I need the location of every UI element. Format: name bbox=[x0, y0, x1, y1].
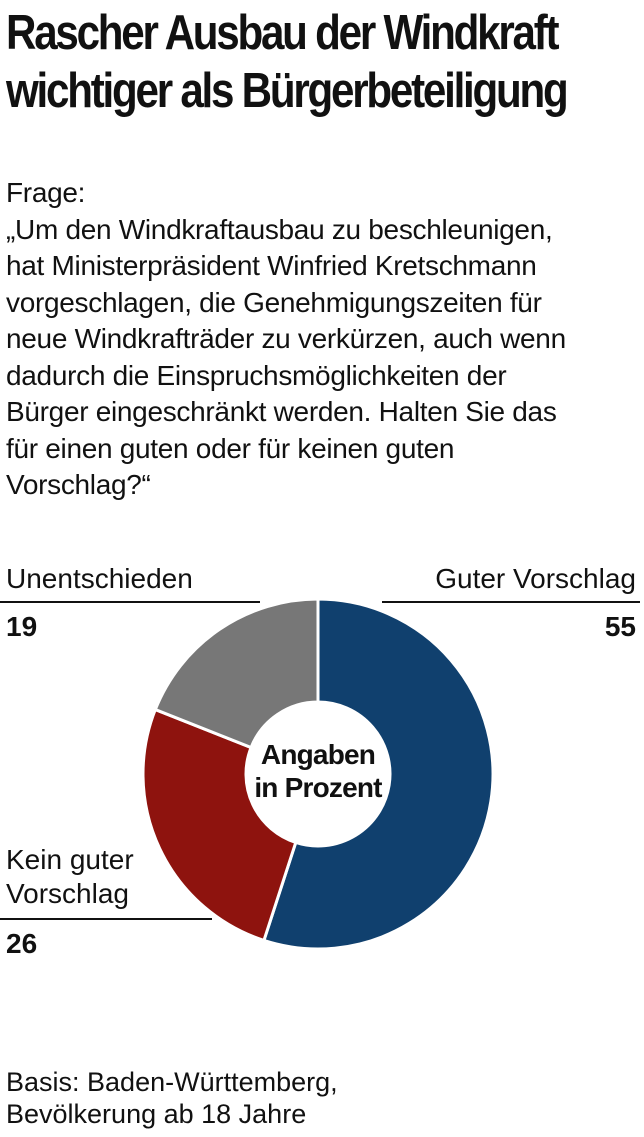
legend-label-kein-guter-vorschlag-2: Vorschlag bbox=[6, 878, 129, 909]
legend-label-guter-vorschlag: Guter Vorschlag bbox=[435, 563, 636, 594]
slice-value-unentschieden: 19 bbox=[6, 611, 38, 642]
legend-rule-unentschieden bbox=[0, 601, 260, 603]
legend-rule-guter-vorschlag bbox=[382, 601, 640, 603]
title-line-2: wichtiger als Bürgerbeteiligung bbox=[6, 64, 569, 118]
slice-value-kein-guter-vorschlag: 26 bbox=[6, 928, 38, 959]
question-line: Vorschlag?“ bbox=[6, 469, 151, 500]
chart-title: Rascher Ausbau der Windkraft wichtiger a… bbox=[6, 4, 569, 120]
source-line-2: Bevölkerung ab 18 Jahre bbox=[6, 1099, 307, 1129]
donut-slice-kein-guter-vorschlag bbox=[141, 707, 298, 943]
legend-label-kein-guter-vorschlag-1: Kein guter bbox=[6, 844, 134, 875]
legend-rule-kein-guter-vorschlag bbox=[0, 918, 212, 920]
question-line: neue Windkrafträder zu verkürzen, auch w… bbox=[6, 323, 566, 354]
donut-center-label: Angaben in Prozent bbox=[230, 738, 406, 804]
question-line: „Um den Windkraftausbau zu beschleunigen… bbox=[6, 213, 553, 245]
donut-slice-unentschieden bbox=[153, 597, 320, 750]
title-line-1: Rascher Ausbau der Windkraft bbox=[6, 6, 560, 60]
legend-label-unentschieden: Unentschieden bbox=[6, 563, 193, 594]
donut-slice-guter-vorschlag bbox=[262, 597, 495, 951]
question-line: dadurch die Einspruchsmöglichkeiten der bbox=[6, 359, 507, 391]
question-line: für einen guten oder für keinen guten bbox=[6, 432, 455, 464]
slice-value-guter-vorschlag: 55 bbox=[604, 611, 636, 642]
question-line: hat Ministerpräsident Winfried Kretschma… bbox=[6, 250, 537, 281]
question-label: Frage: bbox=[6, 177, 86, 208]
question-line: Bürger eingeschränkt werden. Halten Sie … bbox=[6, 396, 557, 427]
source-line-1: Basis: Baden-Württemberg, bbox=[6, 1067, 338, 1097]
question-line: vorgeschlagen, die Genehmigungszeiten fü… bbox=[6, 286, 542, 318]
center-label-line-1: Angaben bbox=[260, 739, 376, 770]
source-note: Basis: Baden-Württemberg, Bevölkerung ab… bbox=[6, 1066, 636, 1130]
center-label-line-2: in Prozent bbox=[254, 772, 382, 803]
question-block: Frage: „Um den Windkraftausbau zu beschl… bbox=[6, 175, 642, 504]
